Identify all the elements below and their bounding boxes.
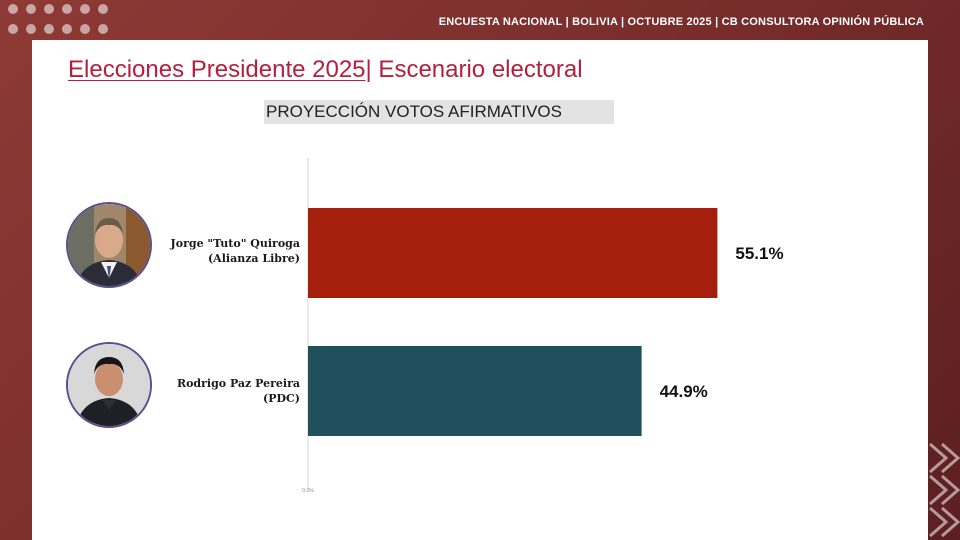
- title-main: Elecciones Presidente 2025: [68, 56, 366, 83]
- bar-2: [308, 346, 642, 436]
- candidate-1-label: Jorge "Tuto" Quiroga (Alianza Libre): [70, 236, 300, 266]
- candidate-1-name: Jorge "Tuto" Quiroga: [170, 237, 300, 250]
- candidate-2-avatar: [66, 342, 152, 428]
- candidate-2-label: Rodrigo Paz Pereira (PDC): [70, 376, 300, 406]
- content-panel: Elecciones Presidente 2025| Escenario el…: [32, 40, 928, 540]
- decorative-dots: [8, 4, 108, 38]
- bar-1-value-label: 55.1%: [735, 244, 783, 263]
- decorative-chevrons: [929, 442, 960, 538]
- bar-2-value-label: 44.9%: [660, 382, 708, 401]
- bar-1: [308, 208, 718, 298]
- bar-chart: 0.0% 55.1% 44.9%: [302, 158, 784, 494]
- candidate-2-party: (PDC): [263, 392, 300, 405]
- x-tick-label: 0.0%: [302, 488, 314, 494]
- candidate-2-name: Rodrigo Paz Pereira: [176, 377, 300, 390]
- page-title: Elecciones Presidente 2025| Escenario el…: [68, 56, 583, 84]
- candidate-1-avatar: [66, 202, 152, 288]
- survey-header: ENCUESTA NACIONAL | BOLIVIA | OCTUBRE 20…: [438, 16, 924, 28]
- title-scenario: Escenario electoral: [371, 56, 583, 83]
- title-separator: |: [365, 56, 372, 83]
- chart-subtitle: PROYECCIÓN VOTOS AFIRMATIVOS: [264, 100, 614, 124]
- candidate-1-party: (Alianza Libre): [207, 252, 300, 265]
